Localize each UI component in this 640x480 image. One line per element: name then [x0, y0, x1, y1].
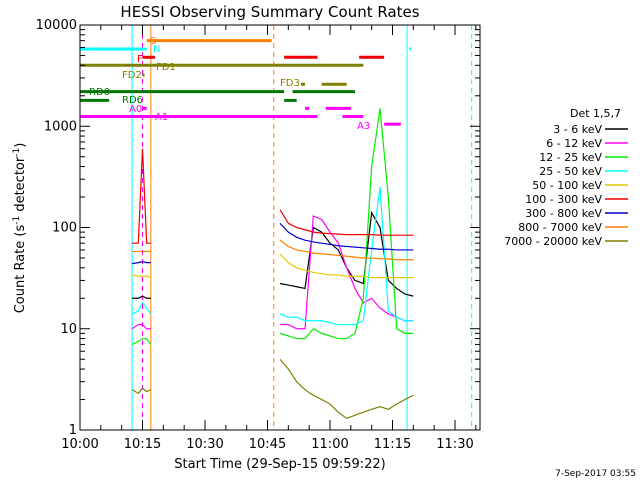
legend-entry-label: 7000 - 20000 keV: [504, 235, 602, 248]
legend-entry-label: 12 - 25 keV: [539, 151, 602, 164]
y-tick-label: 10000: [36, 18, 77, 33]
x-tick-label: 10:45: [249, 437, 286, 452]
x-axis-label: Start Time (29-Sep-15 09:59:22): [174, 457, 385, 472]
flag-label-n: N: [153, 44, 160, 55]
series-line-1-1: [280, 215, 414, 330]
series-line-2-0: [131, 337, 152, 345]
series-line-5-0: [132, 148, 151, 244]
series-line-1-0: [131, 323, 151, 330]
footer-date: 7-Sep-2017 03:55: [555, 469, 636, 479]
legend-entry-label: 50 - 100 keV: [532, 179, 602, 192]
series-line-8-0: [131, 387, 152, 395]
flag-label-s: S: [150, 36, 156, 47]
series-line-3-0: [131, 301, 152, 315]
legend-entry-label: 6 - 12 keV: [546, 137, 602, 150]
legend-entry-label: 100 - 300 keV: [525, 193, 602, 206]
series-line-5-1: [279, 209, 414, 236]
flag-label-a3: A3: [357, 121, 370, 132]
y-tick-label: 1: [69, 423, 77, 438]
series-line-4-0: [131, 274, 152, 279]
series-line-0-0: [132, 295, 151, 299]
flag-label-fd1: FD1: [156, 62, 176, 73]
flag-label-f: F: [137, 54, 143, 65]
y-axis-label: Count Rate (s-1 detector-1): [12, 143, 28, 314]
series-line-2-1: [279, 108, 414, 340]
legend-entry-label: 25 - 50 keV: [539, 165, 602, 178]
y-tick-label: 10: [60, 322, 77, 337]
legend-entry-label: 800 - 7000 keV: [518, 221, 602, 234]
flag-label-rd6: RD6: [122, 95, 143, 106]
series-line-6-0: [131, 261, 151, 265]
y-tick-label: 100: [52, 221, 77, 236]
x-axis-ticks: 10:00 10:15 10:30 10:45 11:00 11:15 11:30: [61, 25, 477, 452]
legend-entry-label: 300 - 800 keV: [525, 207, 602, 220]
flag-label-a1: A1: [155, 112, 168, 123]
legend-entry-label: 3 - 6 keV: [553, 123, 602, 136]
x-tick-label: 10:30: [186, 437, 223, 452]
chart-title: HESSI Observing Summary Count Rates: [120, 3, 419, 21]
series-line-8-1: [279, 358, 414, 420]
flag-label-a0: A0: [129, 104, 142, 115]
x-tick-label: 11:30: [436, 437, 473, 452]
x-tick-label: 10:15: [124, 437, 161, 452]
y-axis-ticks: 1 10 100 1000 10000: [36, 18, 480, 438]
series-line-7-1: [279, 239, 414, 261]
x-tick-label: 11:15: [374, 437, 411, 452]
y-tick-label: 1000: [44, 119, 77, 134]
flag-label-fd3: FD3: [280, 78, 300, 89]
legend-title: Det 1,5,7: [570, 107, 621, 120]
series-line-3-1: [279, 187, 414, 326]
x-tick-label: 10:00: [61, 437, 98, 452]
flag-label-fd2: FD2: [122, 70, 142, 81]
series-line-4-1: [279, 253, 414, 279]
series-line-6-1: [279, 222, 414, 251]
flag-label-rd0: RD0: [89, 87, 110, 98]
x-tick-label: 11:00: [311, 437, 348, 452]
